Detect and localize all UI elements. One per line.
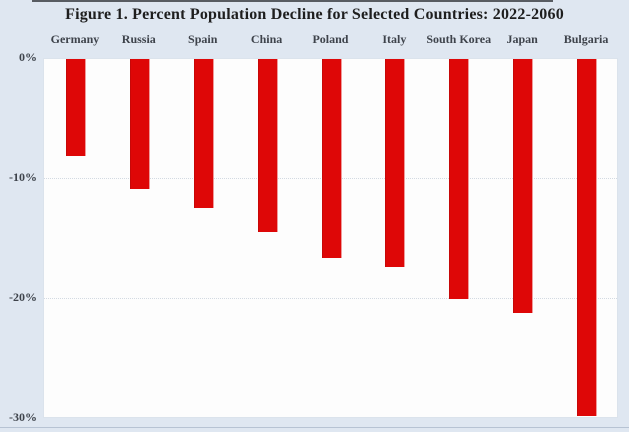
bar-bulgaria xyxy=(577,59,598,416)
category-label-germany: Germany xyxy=(50,32,100,46)
bar-russia xyxy=(129,59,150,190)
bar-japan xyxy=(513,59,534,314)
gridline--20 xyxy=(44,297,617,299)
bar-china xyxy=(257,59,278,233)
category-label-bulgaria: Bulgaria xyxy=(563,32,609,46)
category-label-japan: Japan xyxy=(506,32,538,46)
y-tick-label-0: 0% xyxy=(19,50,37,64)
bar-spain xyxy=(193,59,214,209)
bottom-divider xyxy=(0,427,629,428)
category-label-row: Germany Russia Spain China Poland Italy South … xyxy=(43,32,618,50)
bar-south-korea xyxy=(449,59,470,299)
chart-top-border xyxy=(32,0,553,2)
y-axis-labels: 0% -10% -20% -30% xyxy=(0,50,37,424)
chart-title: Figure 1. Percent Population Decline for… xyxy=(65,6,564,23)
category-label-china: China xyxy=(250,32,283,46)
bar-italy xyxy=(385,59,406,267)
bar-poland xyxy=(321,59,342,259)
y-tick-label--20: -20% xyxy=(9,290,37,304)
y-tick-label--10: -10% xyxy=(9,170,37,184)
category-label-italy: Italy xyxy=(382,32,407,46)
category-label-poland: Poland xyxy=(312,32,349,46)
y-tick-label--30: -30% xyxy=(9,410,37,424)
plot-area xyxy=(43,58,618,418)
category-label-spain: Spain xyxy=(188,32,218,46)
category-label-south-korea: South Korea xyxy=(426,32,492,46)
bar-germany xyxy=(65,59,86,156)
category-label-russia: Russia xyxy=(121,32,156,46)
